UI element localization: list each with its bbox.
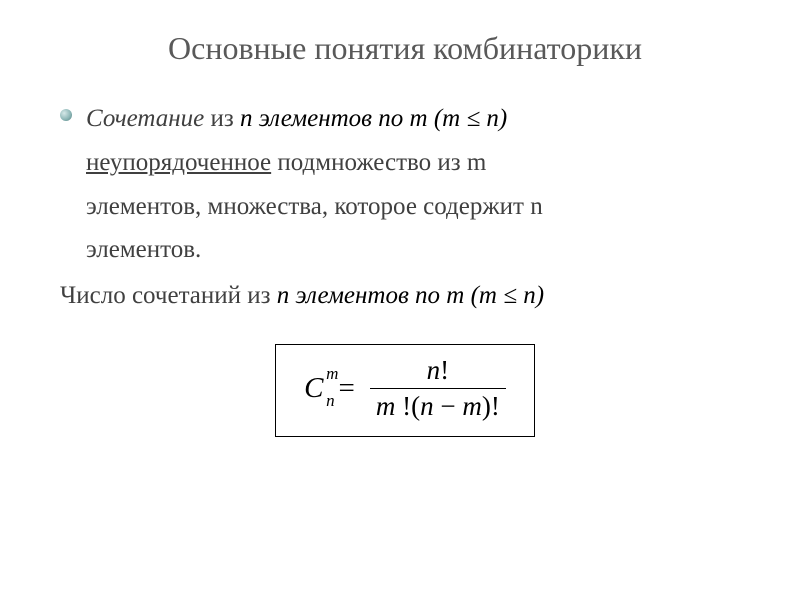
- inline-formula-1: n элементов по m (m ≤ n): [240, 97, 507, 141]
- text-fragment: подмножество из: [271, 149, 467, 176]
- paren-close: ): [482, 391, 491, 421]
- term-combination: Сочетание: [86, 105, 204, 132]
- formula-box: C m n = n! m !(n − m)!: [275, 344, 535, 437]
- text-fragment: элементов, множества, которое содержит: [86, 193, 530, 220]
- var-C: C: [304, 372, 323, 404]
- paren-open: (: [411, 391, 420, 421]
- bullet-icon: [60, 109, 72, 121]
- var-n: n: [427, 355, 441, 385]
- term-unordered: неупорядоченное: [86, 149, 271, 176]
- var-n: n: [530, 193, 543, 220]
- var-m: m: [376, 391, 396, 421]
- minus-sign: −: [434, 391, 463, 421]
- second-line: Число сочетаний из n элементов по m (m ≤…: [60, 274, 750, 318]
- text-fragment: элементов.: [86, 236, 201, 263]
- text-fragment: Число сочетаний из: [60, 282, 277, 309]
- slide: Основные понятия комбинаторики Сочетание…: [0, 0, 800, 600]
- subscript-n: n: [326, 391, 335, 411]
- bullet-row: Сочетание из n элементов по m (m ≤ n) не…: [60, 97, 750, 272]
- body-block: Сочетание из n элементов по m (m ≤ n) не…: [60, 97, 750, 437]
- factorial: !: [491, 391, 500, 421]
- definition-text: Сочетание из n элементов по m (m ≤ n) не…: [86, 97, 543, 272]
- superscript-m: m: [326, 364, 338, 384]
- inline-formula-2: n элементов по m (m ≤ n): [277, 274, 544, 318]
- factorial: !: [395, 391, 411, 421]
- numerator: n!: [421, 355, 456, 388]
- var-m: m: [467, 149, 486, 176]
- text-fragment: из: [204, 105, 240, 132]
- factorial: !: [440, 355, 449, 385]
- denominator: m !(n − m)!: [370, 389, 506, 422]
- var-m: m: [462, 391, 482, 421]
- fraction: n! m !(n − m)!: [370, 355, 506, 422]
- page-title: Основные понятия комбинаторики: [60, 30, 750, 67]
- var-n: n: [420, 391, 434, 421]
- combinations-formula: C m n = n! m !(n − m)!: [304, 355, 506, 422]
- formula-lhs: C m n: [304, 372, 323, 405]
- equals-sign: =: [339, 372, 355, 405]
